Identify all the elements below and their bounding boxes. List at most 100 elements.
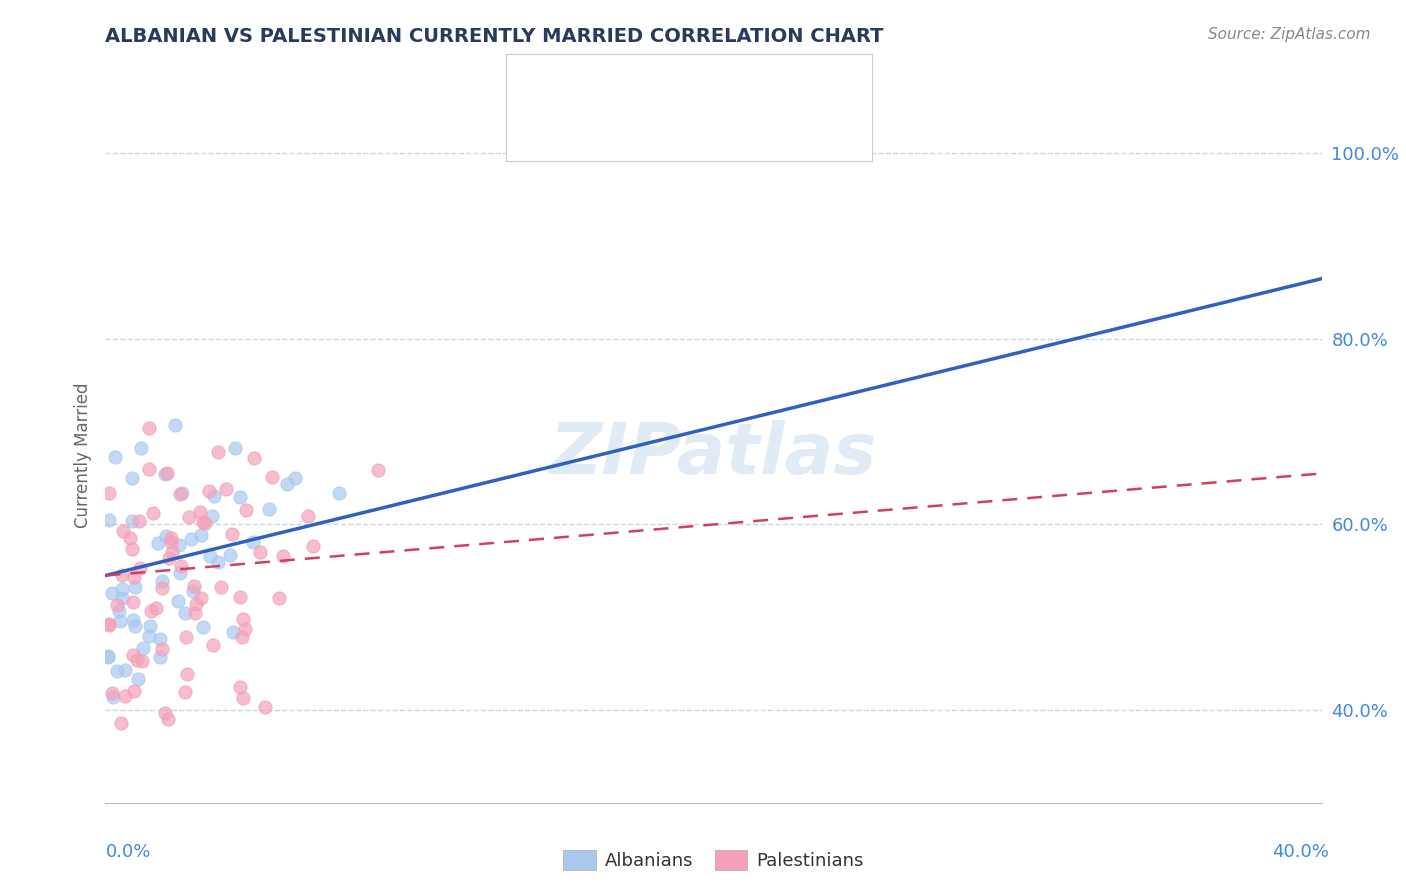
Point [176, 630, 198, 644]
Point [297, 509, 319, 524]
Point [156, 466, 179, 480]
Point [184, 607, 207, 621]
Point [150, 574, 173, 588]
Point [201, 638, 224, 652]
Point [170, 559, 193, 574]
Point [97, 486, 120, 500]
Point [176, 666, 198, 681]
Point [209, 580, 232, 594]
Point [157, 550, 180, 565]
Point [105, 599, 128, 613]
Point [180, 532, 202, 546]
Point [128, 514, 150, 528]
Text: 40.0%: 40.0% [1272, 843, 1329, 861]
Point [97, 616, 120, 631]
Point [129, 560, 152, 574]
Point [120, 531, 142, 545]
Point [224, 441, 246, 455]
Point [150, 642, 173, 657]
Point [122, 648, 145, 662]
Point [170, 486, 193, 500]
Point [235, 503, 257, 517]
Point [108, 604, 131, 618]
Point [127, 673, 149, 687]
Point [193, 515, 215, 529]
Point [262, 469, 284, 483]
Point [122, 684, 145, 698]
Text: R = 0.462   N = 51: R = 0.462 N = 51 [591, 72, 776, 91]
Point [183, 579, 205, 593]
Point [155, 529, 177, 543]
Point [125, 653, 148, 667]
Point [104, 450, 127, 464]
Point [98, 513, 121, 527]
Point [121, 595, 143, 609]
Point [167, 538, 190, 552]
Text: Source: ZipAtlas.com: Source: ZipAtlas.com [1208, 27, 1371, 42]
Point [97, 617, 120, 632]
Point [149, 632, 172, 646]
Point [97, 649, 120, 664]
Point [243, 451, 266, 466]
Point [114, 689, 136, 703]
Point [121, 514, 143, 528]
Point [138, 421, 160, 435]
Point [229, 680, 252, 694]
Point [257, 502, 280, 516]
Point [157, 712, 180, 726]
Point [253, 699, 276, 714]
Point [215, 482, 238, 496]
Point [190, 527, 212, 541]
Point [110, 567, 132, 582]
Point [101, 686, 124, 700]
Point [110, 716, 132, 731]
Point [155, 706, 177, 720]
Point [367, 463, 389, 477]
Point [221, 527, 243, 541]
Point [101, 690, 124, 705]
Point [112, 524, 135, 539]
Point [121, 613, 143, 627]
Point [141, 604, 163, 618]
Point [97, 650, 120, 665]
Point [249, 545, 271, 559]
Point [139, 619, 162, 633]
Point [190, 591, 212, 605]
Y-axis label: Currently Married: Currently Married [73, 382, 91, 528]
Point [160, 545, 183, 559]
Point [165, 418, 187, 433]
Point [194, 516, 217, 530]
Point [111, 591, 134, 606]
Point [267, 591, 290, 605]
Point [302, 539, 325, 553]
Point [138, 629, 160, 643]
Point [105, 664, 128, 678]
Text: ALBANIAN VS PALESTINIAN CURRENTLY MARRIED CORRELATION CHART: ALBANIAN VS PALESTINIAN CURRENTLY MARRIE… [105, 27, 884, 45]
Point [166, 594, 188, 608]
Point [129, 441, 152, 455]
Point [145, 600, 167, 615]
Point [228, 590, 250, 604]
Point [186, 597, 208, 611]
Text: ZIPatlas: ZIPatlas [550, 420, 877, 490]
Point [114, 663, 136, 677]
Point [169, 566, 191, 580]
Point [231, 630, 253, 644]
Point [111, 582, 134, 596]
Point [101, 585, 124, 599]
Point [153, 467, 176, 481]
Point [124, 570, 146, 584]
Point [233, 622, 256, 636]
Point [149, 649, 172, 664]
Point [198, 484, 221, 499]
Point [174, 685, 197, 699]
Point [124, 619, 146, 633]
Point [202, 489, 225, 503]
Point [222, 624, 245, 639]
Point [242, 535, 264, 549]
Point [328, 485, 350, 500]
Point [174, 607, 197, 621]
Text: R =  0.131   N = 68: R = 0.131 N = 68 [591, 121, 782, 140]
Point [232, 690, 254, 705]
Point [218, 549, 240, 563]
